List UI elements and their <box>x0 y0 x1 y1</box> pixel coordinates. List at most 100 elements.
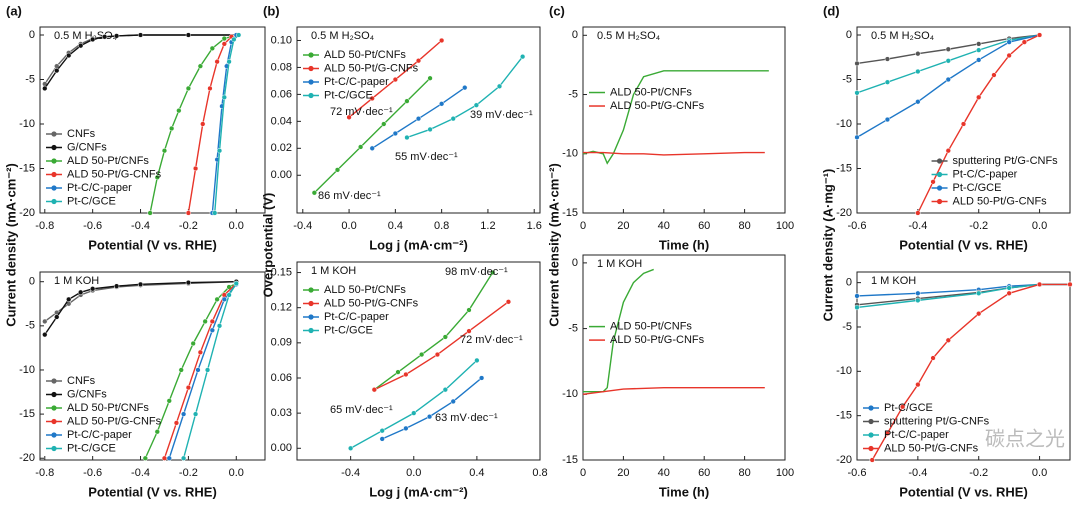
data-point <box>1006 52 1012 59</box>
y-tick-label: -20 <box>836 207 852 219</box>
legend-marker <box>936 185 943 191</box>
data-point <box>945 148 951 154</box>
y-tick-label: 0 <box>29 29 35 41</box>
data-point <box>1067 281 1073 288</box>
x-tick-label: -0.6 <box>83 220 102 232</box>
legend-marker <box>868 418 874 425</box>
y-tick-label: 0.15 <box>271 266 292 278</box>
data-point <box>90 36 96 43</box>
data-point <box>945 337 951 343</box>
x-tick-label: 40 <box>658 220 670 232</box>
annotation: 72 mV·dec⁻¹ <box>330 106 393 118</box>
annotation: 86 mV·dec⁻¹ <box>318 190 381 202</box>
series-line <box>856 34 1040 94</box>
data-point <box>231 36 237 43</box>
data-point <box>113 33 120 39</box>
data-point <box>466 307 472 313</box>
series-line <box>149 34 237 214</box>
series-line <box>582 70 769 165</box>
data-point <box>180 411 187 417</box>
y-tick-label: -5 <box>842 73 852 85</box>
data-point <box>226 292 232 298</box>
x-tick-label: 80 <box>738 467 750 479</box>
panel-label: (b) <box>263 3 280 18</box>
y-tick-label: 0.10 <box>271 34 292 46</box>
x-axis-title: Log j (mA·cm⁻²) <box>369 484 468 499</box>
data-point <box>200 121 206 127</box>
data-point <box>147 210 153 216</box>
data-point <box>427 75 433 81</box>
panel-label: (c) <box>549 3 565 18</box>
legend-label: Pt-C/GCE <box>67 195 116 207</box>
data-point <box>113 283 120 289</box>
y-tick-label: 0.03 <box>271 407 292 419</box>
data-point <box>519 54 526 60</box>
x-tick-label: 0.0 <box>341 220 356 232</box>
y-axis-title: Current density (mA·cm⁻²) <box>3 163 18 327</box>
data-point <box>392 130 399 137</box>
data-point <box>960 121 967 127</box>
data-point <box>166 398 172 404</box>
data-point <box>450 116 456 122</box>
data-point <box>478 375 485 381</box>
legend-label: ALD 50-Pt/CNFs <box>324 49 406 61</box>
legend-label: G/CNFs <box>67 388 107 400</box>
legend-marker <box>51 198 57 205</box>
data-point <box>1006 285 1012 291</box>
legend-marker <box>868 445 874 452</box>
data-point <box>178 367 184 373</box>
legend-label: Pt-C/GCE <box>324 89 373 101</box>
data-point <box>311 190 318 196</box>
legend-label: ALD 50-Pt/CNFs <box>610 86 692 98</box>
y-tick-label: -15 <box>562 207 578 219</box>
legend-label: Pt-C/GCE <box>884 402 933 414</box>
data-point <box>426 414 433 420</box>
legend-label: G/CNFs <box>67 141 107 153</box>
legend-marker <box>51 378 57 384</box>
data-point <box>142 455 148 461</box>
x-tick-label: 0.8 <box>434 220 449 232</box>
y-tick-label: 0.06 <box>271 372 292 384</box>
x-axis-title: Log j (mA·cm⁻²) <box>369 237 468 252</box>
data-point <box>216 148 223 154</box>
data-point <box>869 457 875 463</box>
series-line <box>373 272 494 391</box>
y-tick-label: -10 <box>562 148 578 160</box>
x-tick-label: 60 <box>698 220 710 232</box>
legend-label: ALD 50-Pt/CNFs <box>67 155 149 167</box>
data-point <box>216 323 223 329</box>
legend-label: Pt-C/C-paper <box>324 76 389 88</box>
data-point <box>490 269 496 276</box>
condition-label: 0.5 M H₂SO₄ <box>597 30 661 42</box>
series-line <box>406 56 524 139</box>
annotation: 72 mV·dec⁻¹ <box>460 334 523 346</box>
legend-label: Pt-C/C-paper <box>884 429 949 441</box>
data-point <box>976 94 982 100</box>
y-tick-label: 0.06 <box>271 88 292 100</box>
series-line <box>856 283 1070 309</box>
data-point <box>78 43 84 49</box>
y-tick-label: 0.00 <box>271 169 292 181</box>
x-axis-title: Potential (V vs. RHE) <box>88 237 217 252</box>
y-tick-label: -10 <box>836 118 852 130</box>
data-point <box>212 210 218 216</box>
x-tick-label: -0.2 <box>969 467 988 479</box>
legend-label: ALD 50-Pt/G-CNFs <box>953 195 1048 207</box>
data-point <box>1006 290 1012 296</box>
data-point <box>221 94 227 100</box>
data-point <box>945 58 951 64</box>
data-point <box>915 297 921 304</box>
data-point <box>78 289 84 295</box>
legend-marker <box>51 171 57 178</box>
y-tick-label: 0 <box>846 29 852 41</box>
legend-marker <box>308 314 314 320</box>
x-tick-label: 20 <box>617 467 629 479</box>
y-tick-label: -10 <box>562 388 578 400</box>
data-point <box>221 41 227 47</box>
legend-marker <box>51 391 57 398</box>
x-tick-label: 1.2 <box>480 220 495 232</box>
data-point <box>884 56 891 62</box>
series-line <box>582 387 765 395</box>
data-point <box>185 384 192 391</box>
